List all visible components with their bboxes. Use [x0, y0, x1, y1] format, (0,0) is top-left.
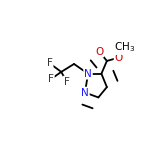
- Text: F: F: [64, 77, 70, 87]
- Text: O: O: [95, 47, 103, 57]
- Text: N: N: [81, 88, 89, 97]
- Text: CH$_3$: CH$_3$: [114, 40, 135, 54]
- Text: N: N: [84, 69, 92, 79]
- Text: F: F: [47, 58, 53, 68]
- Text: O: O: [115, 53, 123, 63]
- Text: F: F: [48, 74, 54, 84]
